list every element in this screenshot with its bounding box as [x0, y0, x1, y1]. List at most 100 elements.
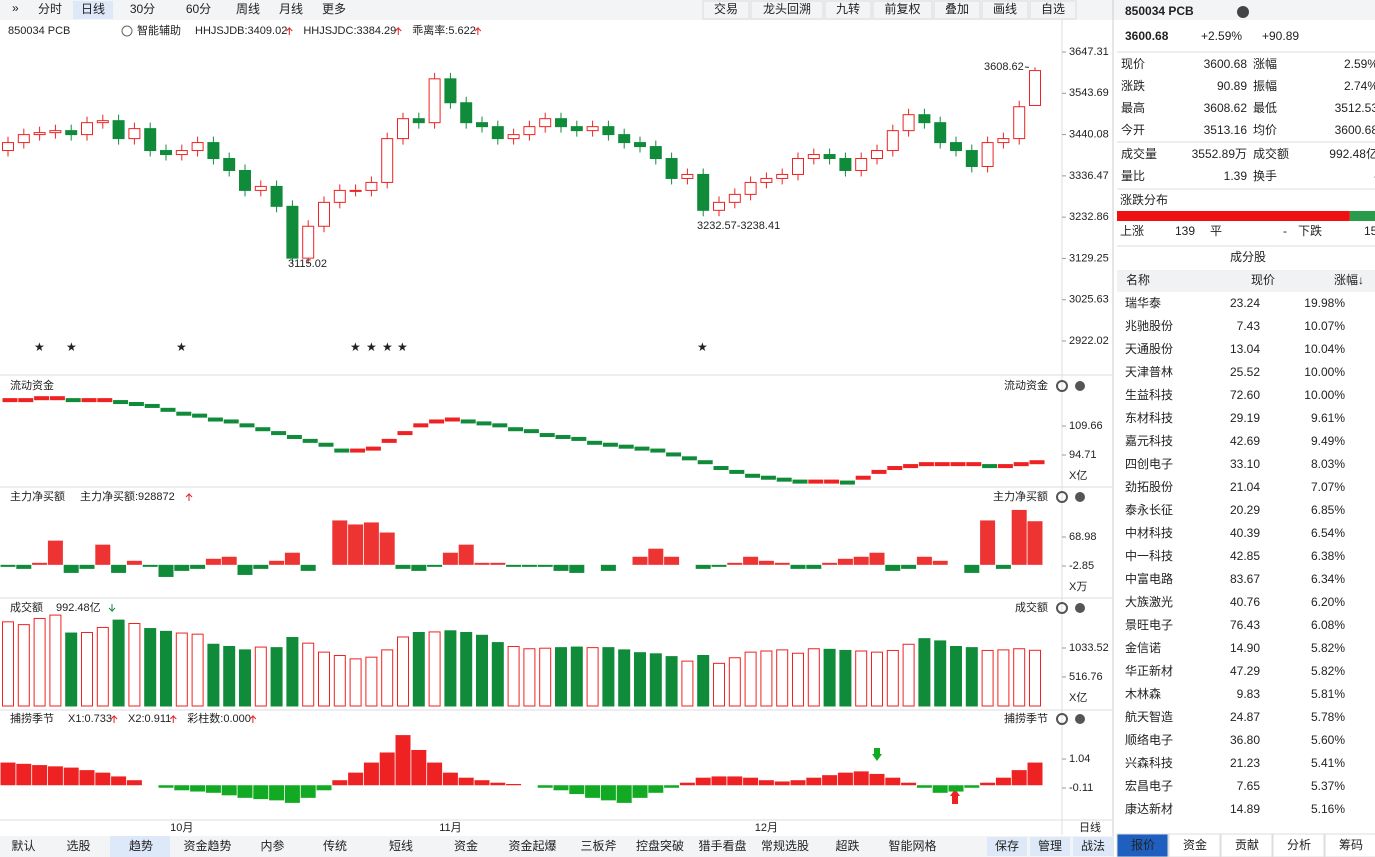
tab-bg[interactable]: [116, 1, 169, 19]
bottom-tab-bg[interactable]: [172, 836, 241, 857]
bottom-tab[interactable]: 默认: [11, 838, 35, 853]
side-tab-bg[interactable]: [1220, 833, 1273, 857]
bottom-tab[interactable]: 三板斧: [580, 839, 616, 853]
side-tab-bg[interactable]: [1116, 833, 1169, 857]
action-bg[interactable]: [1073, 837, 1113, 856]
side-tab[interactable]: 贡献: [1235, 837, 1259, 852]
settings-icon[interactable]: [1056, 602, 1068, 614]
stock-name[interactable]: 兆驰股份: [1125, 319, 1173, 333]
tool-bg[interactable]: [824, 0, 872, 20]
stock-name[interactable]: 泰永长征: [1125, 503, 1173, 517]
stock-name[interactable]: 木林森: [1125, 686, 1161, 701]
settings-icon[interactable]: [1056, 713, 1068, 725]
tool-button[interactable]: 交易: [714, 1, 738, 16]
stock-name[interactable]: 中富电路: [1125, 571, 1173, 586]
tool-button[interactable]: 自选: [1041, 2, 1065, 16]
action-button[interactable]: 战法: [1081, 839, 1105, 853]
tool-button[interactable]: 画线: [993, 2, 1017, 16]
panel-close[interactable]: [1075, 714, 1085, 724]
bottom-tab[interactable]: 内参: [260, 838, 284, 853]
tool-bg[interactable]: [872, 0, 933, 20]
indicator-icon[interactable]: [121, 25, 133, 37]
bottom-tab-bg[interactable]: [0, 836, 45, 857]
stock-name[interactable]: 景旺电子: [1125, 618, 1173, 632]
bottom-tab[interactable]: 趋势: [129, 839, 153, 853]
side-tab-bg[interactable]: [1272, 833, 1325, 857]
action-button[interactable]: 保存: [995, 839, 1019, 853]
side-tab[interactable]: 报价: [1131, 837, 1155, 852]
toolbar-tab[interactable]: 周线: [236, 2, 260, 16]
bottom-tab-bg[interactable]: [498, 836, 565, 857]
panel-close[interactable]: [1075, 603, 1085, 613]
side-tab-bg[interactable]: [1168, 833, 1221, 857]
col-header[interactable]: 涨幅↓: [1334, 272, 1364, 287]
tool-button[interactable]: 前复权: [884, 1, 920, 16]
bottom-tab-bg[interactable]: [815, 836, 878, 857]
bottom-tab-bg[interactable]: [368, 836, 432, 857]
action-button[interactable]: 管理: [1038, 838, 1062, 853]
tool-bg[interactable]: [750, 0, 824, 20]
bottom-tab-bg[interactable]: [690, 836, 753, 857]
bottom-tab-bg[interactable]: [755, 836, 813, 857]
bottom-tab-bg[interactable]: [567, 836, 628, 857]
tool-button[interactable]: 龙头回溯: [763, 1, 811, 16]
bottom-tab[interactable]: 传统: [323, 838, 347, 853]
tool-bg[interactable]: [1029, 0, 1077, 20]
panel-close[interactable]: [1075, 381, 1085, 391]
stock-name[interactable]: 大族激光: [1125, 595, 1173, 609]
tool-bg[interactable]: [981, 0, 1029, 20]
bottom-tab-bg[interactable]: [243, 836, 300, 857]
bottom-tab[interactable]: 选股: [66, 839, 90, 853]
bottom-tab[interactable]: 常规选股: [761, 838, 809, 853]
toolbar-tab[interactable]: 月线: [279, 2, 303, 16]
stock-name[interactable]: 中一科技: [1125, 548, 1173, 563]
side-tab[interactable]: 资金: [1183, 837, 1207, 852]
side-tab[interactable]: 分析: [1287, 838, 1311, 852]
stock-name[interactable]: 四创电子: [1125, 457, 1173, 471]
action-bg[interactable]: [987, 837, 1027, 856]
bottom-tab[interactable]: 猎手看盘: [698, 838, 746, 853]
bottom-tab[interactable]: 控盘突破: [636, 838, 684, 853]
side-tab[interactable]: 筹码: [1339, 838, 1363, 852]
tab-bg[interactable]: [73, 1, 113, 19]
bottom-tab-bg[interactable]: [434, 836, 496, 857]
stock-name[interactable]: 金信诺: [1125, 640, 1161, 655]
bottom-tab-bg[interactable]: [47, 836, 108, 857]
stock-name[interactable]: 顺络电子: [1125, 732, 1173, 747]
bottom-tab-bg[interactable]: [880, 836, 943, 857]
tool-button[interactable]: 九转: [836, 1, 860, 16]
stock-name[interactable]: 天通股份: [1125, 342, 1173, 356]
bottom-tab[interactable]: 资金: [454, 838, 478, 853]
toolbar-tab[interactable]: 分时: [38, 2, 62, 16]
stock-name[interactable]: 嘉元科技: [1125, 434, 1173, 448]
stock-name[interactable]: 宏昌电子: [1125, 778, 1173, 793]
collapse-icon[interactable]: »: [12, 1, 19, 15]
info-icon[interactable]: [1237, 6, 1249, 18]
stock-name[interactable]: 生益科技: [1125, 388, 1173, 402]
bottom-tab[interactable]: 资金起爆: [508, 838, 556, 853]
stock-name[interactable]: 中材科技: [1125, 525, 1173, 540]
tool-bg[interactable]: [702, 0, 750, 20]
bottom-tab-bg[interactable]: [302, 836, 366, 857]
stock-name[interactable]: 康达新材: [1125, 801, 1173, 816]
toolbar-tab[interactable]: 日线: [81, 2, 105, 16]
stock-name[interactable]: 瑞华泰: [1125, 296, 1161, 310]
tab-bg[interactable]: [30, 1, 70, 19]
stock-name[interactable]: 兴森科技: [1125, 755, 1173, 770]
toolbar-tab[interactable]: 30分: [130, 2, 155, 16]
action-bg[interactable]: [1030, 837, 1070, 856]
tab-bg[interactable]: [271, 1, 311, 19]
stock-name[interactable]: 东材科技: [1125, 411, 1173, 425]
tab-bg[interactable]: [228, 1, 268, 19]
bottom-tab-bg[interactable]: [110, 836, 170, 857]
stock-name[interactable]: 劲拓股份: [1125, 480, 1173, 494]
settings-icon[interactable]: [1056, 380, 1068, 392]
bottom-tab[interactable]: 资金趋势: [183, 838, 231, 853]
toolbar-tab[interactable]: 更多: [322, 2, 346, 16]
bottom-tab[interactable]: 短线: [389, 839, 413, 853]
bottom-tab[interactable]: 智能网格: [888, 838, 936, 853]
bottom-tab[interactable]: 超跌: [835, 838, 859, 853]
tab-bg[interactable]: [314, 1, 354, 19]
panel-close[interactable]: [1075, 492, 1085, 502]
tool-button[interactable]: 叠加: [945, 2, 969, 16]
